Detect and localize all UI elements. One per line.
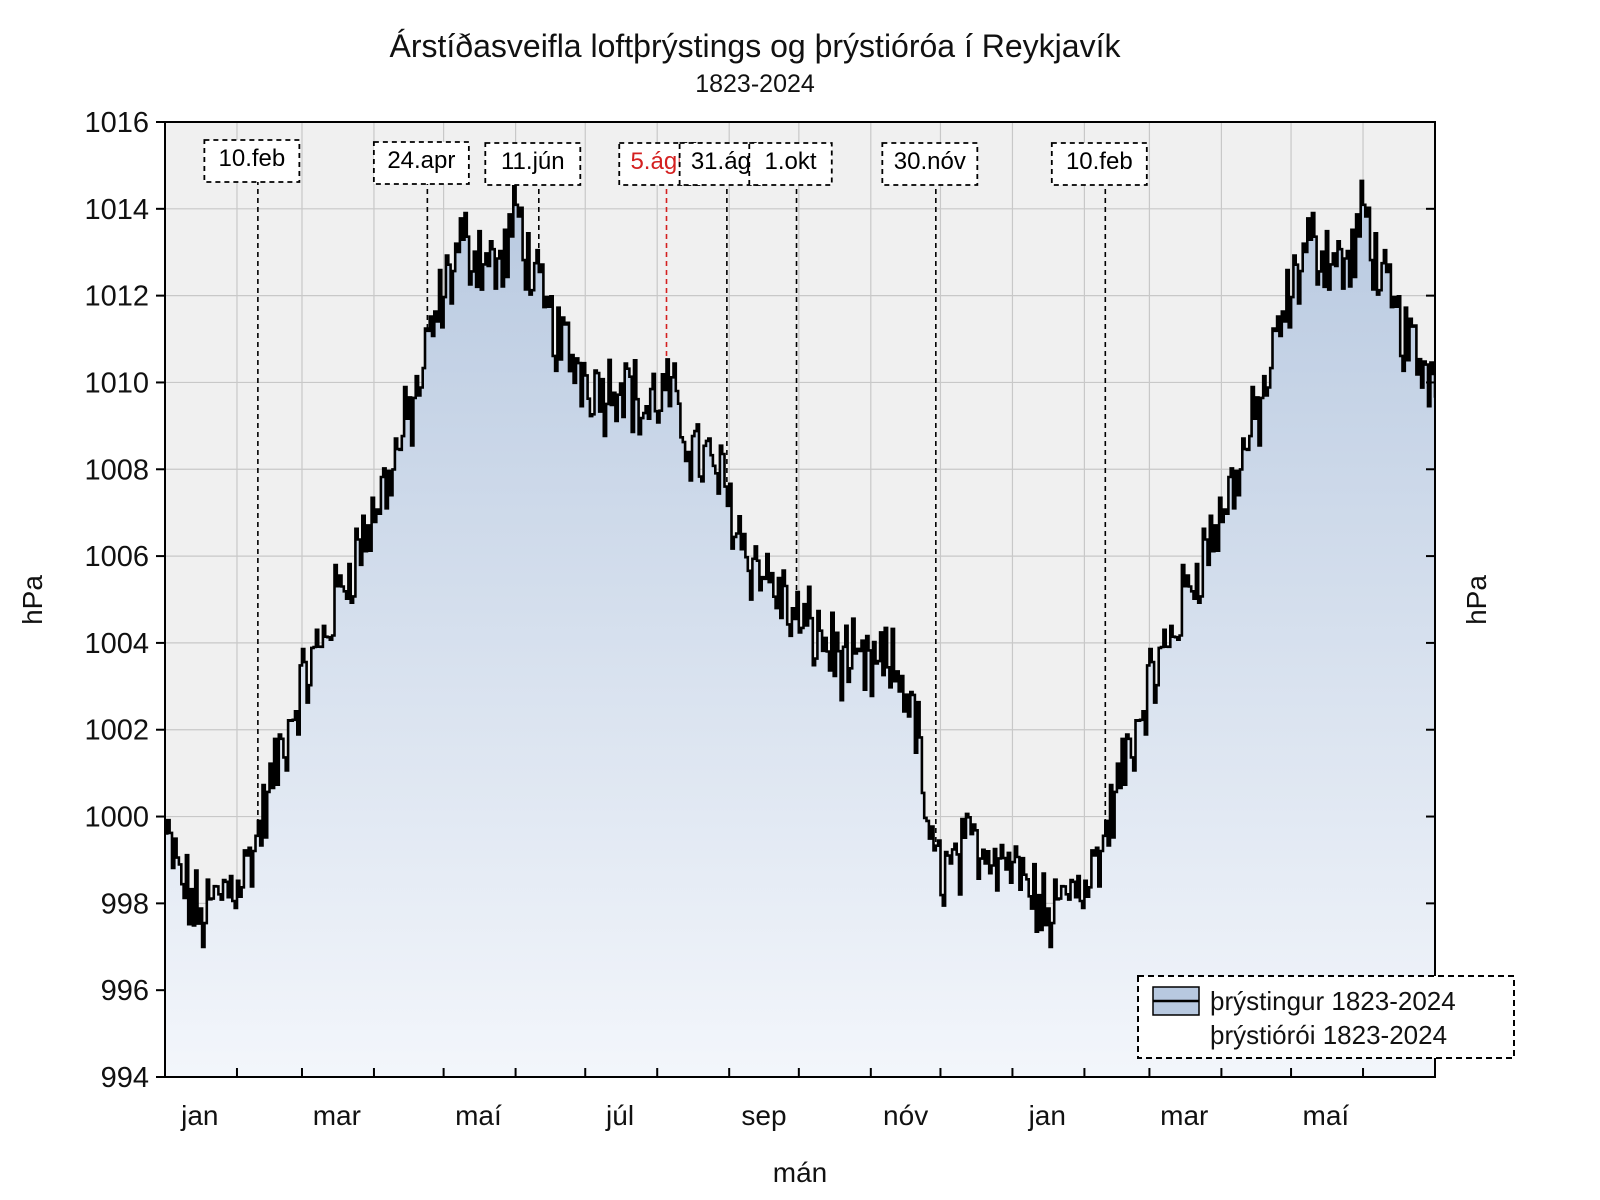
y-tick-label: 1012 bbox=[84, 281, 149, 313]
annotation-box: 30.nóv bbox=[881, 142, 979, 186]
x-tick-label: sep bbox=[741, 1100, 786, 1131]
pressure-area-fill bbox=[165, 180, 1435, 1077]
y-tick-label: 1002 bbox=[84, 715, 149, 747]
annotation-box: 24.apr bbox=[372, 141, 470, 185]
x-tick-label: nóv bbox=[883, 1100, 928, 1131]
annotation-frame bbox=[1050, 142, 1148, 186]
annotation-labels: 10.feb 24.apr 11.jún 5.ágú 31.ág 1.okt 30.nóv 1… bbox=[203, 139, 1148, 186]
chart-title: Árstíðasveifla loftþrýstings og þrýstiór… bbox=[390, 28, 1122, 64]
annotation-frame bbox=[372, 141, 470, 185]
annotation-label: 11.jún bbox=[501, 148, 565, 175]
x-tick-label: júl bbox=[605, 1100, 634, 1131]
annotation-box: 10.feb bbox=[1050, 142, 1148, 186]
x-tick-label: jan bbox=[180, 1100, 218, 1131]
legend-entry-pressure: þrýstingur 1823-2024 bbox=[1210, 986, 1456, 1016]
annotation-label: 24.apr bbox=[387, 147, 455, 174]
y-tick-label: 1008 bbox=[84, 454, 149, 486]
annotation-frame bbox=[881, 142, 979, 186]
plot-frame bbox=[164, 121, 1436, 1078]
y-axis: 994 996 998 1000 1002 1004 1006 1008 1010 1012 101… bbox=[84, 107, 1435, 1094]
annotation-frame bbox=[484, 142, 582, 186]
y-tick-label: 994 bbox=[101, 1062, 149, 1094]
legend: þrýstingur 1823-2024 þrýstiórói 1823-202… bbox=[1137, 975, 1515, 1059]
legend-entry-variability: þrýstiórói 1823-2024 bbox=[1210, 1020, 1447, 1050]
annotation-label: 10.feb bbox=[1066, 148, 1133, 175]
annotation-box: 11.jún bbox=[484, 142, 582, 186]
annotation-box: 10.feb bbox=[203, 139, 301, 183]
annotation-label: 31.ág bbox=[691, 148, 751, 175]
x-tick-label: jan bbox=[1028, 1100, 1066, 1131]
y-axis-label-right: hPa bbox=[1461, 575, 1492, 625]
x-axis: jan mar maí júl sep nóv jan mar maí bbox=[180, 1068, 1365, 1131]
annotation-box: 31.ág bbox=[678, 142, 764, 186]
annotation-label: 30.nóv bbox=[894, 148, 966, 175]
y-tick-label: 1010 bbox=[84, 367, 149, 399]
y-tick-label: 996 bbox=[101, 975, 149, 1007]
chart-subtitle: 1823-2024 bbox=[695, 70, 815, 98]
y-tick-label: 1004 bbox=[84, 628, 149, 660]
y-tick-label: 1014 bbox=[84, 194, 149, 226]
annotation-box: 1.okt bbox=[748, 142, 833, 186]
annotation-frame bbox=[203, 139, 301, 183]
x-tick-label: mar bbox=[1160, 1100, 1208, 1131]
legend-frame bbox=[1137, 975, 1515, 1059]
x-tick-label: mar bbox=[313, 1100, 361, 1131]
annotation-frame bbox=[678, 142, 764, 186]
annotation-label: 1.okt bbox=[765, 148, 817, 175]
annotation-lines bbox=[257, 180, 1107, 846]
pressure-series-line bbox=[165, 179, 1435, 949]
y-tick-label: 1000 bbox=[84, 802, 149, 834]
annotation-frame bbox=[748, 142, 833, 186]
y-axis-label: hPa bbox=[17, 575, 48, 625]
x-tick-label: maí bbox=[455, 1100, 502, 1131]
y-tick-label: 1016 bbox=[84, 107, 149, 139]
x-axis-label: mán bbox=[773, 1157, 827, 1188]
y-tick-label: 998 bbox=[101, 888, 149, 920]
annotation-label: 10.feb bbox=[219, 145, 286, 172]
y-tick-label: 1006 bbox=[84, 541, 149, 573]
x-tick-label: maí bbox=[1303, 1100, 1350, 1131]
